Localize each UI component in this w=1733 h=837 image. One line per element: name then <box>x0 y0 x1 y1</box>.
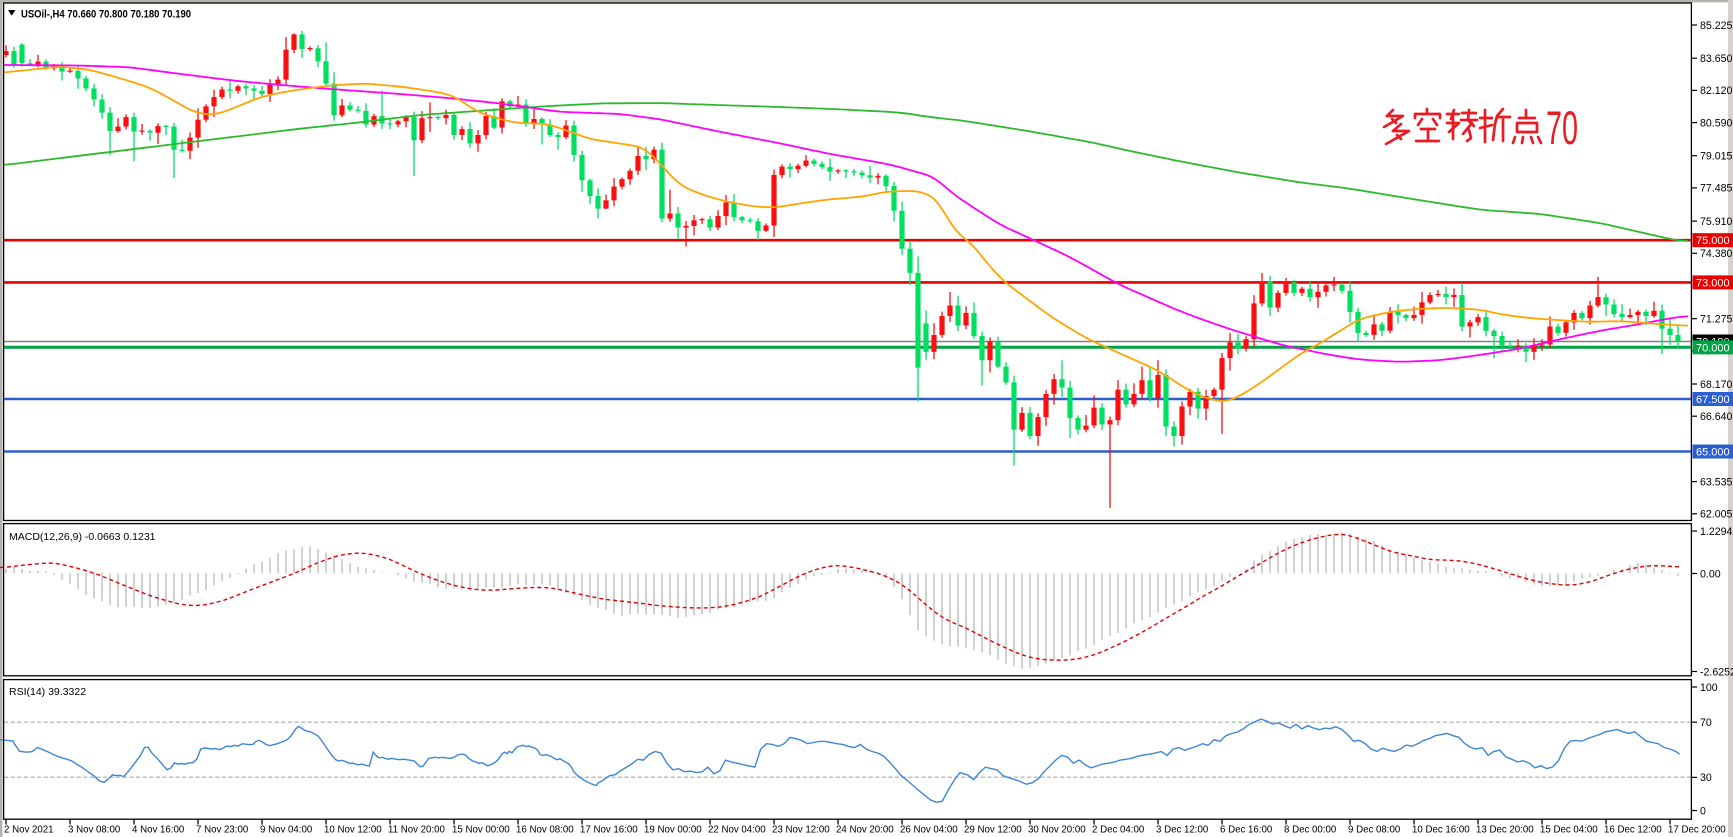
svg-text:2 Dec 04:00: 2 Dec 04:00 <box>1092 825 1145 836</box>
svg-text:67.500: 67.500 <box>1696 394 1730 406</box>
svg-text:16 Nov 08:00: 16 Nov 08:00 <box>516 825 574 836</box>
svg-text:80.590: 80.590 <box>1700 117 1733 129</box>
svg-text:19 Nov 00:00: 19 Nov 00:00 <box>644 825 702 836</box>
svg-text:83.650: 83.650 <box>1700 53 1733 65</box>
svg-text:RSI(14) 39.3322: RSI(14) 39.3322 <box>9 686 86 698</box>
svg-text:15 Nov 00:00: 15 Nov 00:00 <box>452 825 510 836</box>
svg-text:70: 70 <box>1700 717 1712 729</box>
svg-text:75.000: 75.000 <box>1696 235 1730 247</box>
svg-text:2 Nov 2021: 2 Nov 2021 <box>4 825 54 836</box>
svg-text:6 Dec 16:00: 6 Dec 16:00 <box>1220 825 1273 836</box>
svg-text:66.640: 66.640 <box>1700 411 1733 423</box>
svg-text:77.485: 77.485 <box>1700 183 1733 195</box>
svg-text:4 Nov 16:00: 4 Nov 16:00 <box>132 825 185 836</box>
svg-text:75.910: 75.910 <box>1700 216 1733 228</box>
svg-text:30 Nov 20:00: 30 Nov 20:00 <box>1028 825 1086 836</box>
svg-text:15 Dec 04:00: 15 Dec 04:00 <box>1540 825 1598 836</box>
svg-text:70: 70 <box>1546 101 1578 154</box>
svg-text:24 Nov 20:00: 24 Nov 20:00 <box>836 825 894 836</box>
svg-text:3 Dec 12:00: 3 Dec 12:00 <box>1156 825 1209 836</box>
svg-text:-2.6252: -2.6252 <box>1700 666 1733 678</box>
svg-text:100: 100 <box>1700 682 1718 694</box>
svg-text:USOil-,H4 70.660 70.800 70.18: USOil-,H4 70.660 70.800 70.180 70.190 <box>21 9 191 21</box>
svg-text:10 Nov 12:00: 10 Nov 12:00 <box>324 825 382 836</box>
svg-text:17 Dec 20:00: 17 Dec 20:00 <box>1668 825 1726 836</box>
svg-text:62.005: 62.005 <box>1700 509 1733 521</box>
svg-text:1.2294: 1.2294 <box>1700 526 1733 538</box>
svg-text:71.275: 71.275 <box>1700 314 1733 326</box>
svg-text:79.015: 79.015 <box>1700 151 1733 163</box>
svg-text:74.380: 74.380 <box>1700 248 1733 260</box>
svg-text:29 Nov 12:00: 29 Nov 12:00 <box>964 825 1022 836</box>
svg-text:82.120: 82.120 <box>1700 85 1733 97</box>
svg-text:68.170: 68.170 <box>1700 379 1733 391</box>
svg-text:16 Dec 12:00: 16 Dec 12:00 <box>1604 825 1662 836</box>
svg-text:0: 0 <box>1700 805 1706 817</box>
svg-text:85.225: 85.225 <box>1700 20 1733 32</box>
svg-text:9 Nov 04:00: 9 Nov 04:00 <box>260 825 313 836</box>
svg-text:26 Nov 04:00: 26 Nov 04:00 <box>900 825 958 836</box>
svg-text:73.000: 73.000 <box>1696 277 1730 289</box>
svg-text:0.00: 0.00 <box>1700 568 1721 580</box>
svg-text:17 Nov 16:00: 17 Nov 16:00 <box>580 825 638 836</box>
svg-text:23 Nov 12:00: 23 Nov 12:00 <box>772 825 830 836</box>
svg-text:3 Nov 08:00: 3 Nov 08:00 <box>68 825 121 836</box>
svg-text:22 Nov 04:00: 22 Nov 04:00 <box>708 825 766 836</box>
svg-text:MACD(12,26,9) -0.0663 0.1231: MACD(12,26,9) -0.0663 0.1231 <box>9 531 156 543</box>
svg-text:65.000: 65.000 <box>1696 447 1730 459</box>
svg-text:11 Nov 20:00: 11 Nov 20:00 <box>388 825 446 836</box>
svg-text:13 Dec 20:00: 13 Dec 20:00 <box>1476 825 1534 836</box>
svg-text:30: 30 <box>1700 772 1712 784</box>
svg-text:8 Dec 00:00: 8 Dec 00:00 <box>1284 825 1337 836</box>
svg-text:63.535: 63.535 <box>1700 476 1733 488</box>
svg-text:70.000: 70.000 <box>1696 342 1730 354</box>
svg-text:7 Nov 23:00: 7 Nov 23:00 <box>196 825 249 836</box>
svg-text:10 Dec 16:00: 10 Dec 16:00 <box>1412 825 1470 836</box>
svg-text:9 Dec 08:00: 9 Dec 08:00 <box>1348 825 1401 836</box>
